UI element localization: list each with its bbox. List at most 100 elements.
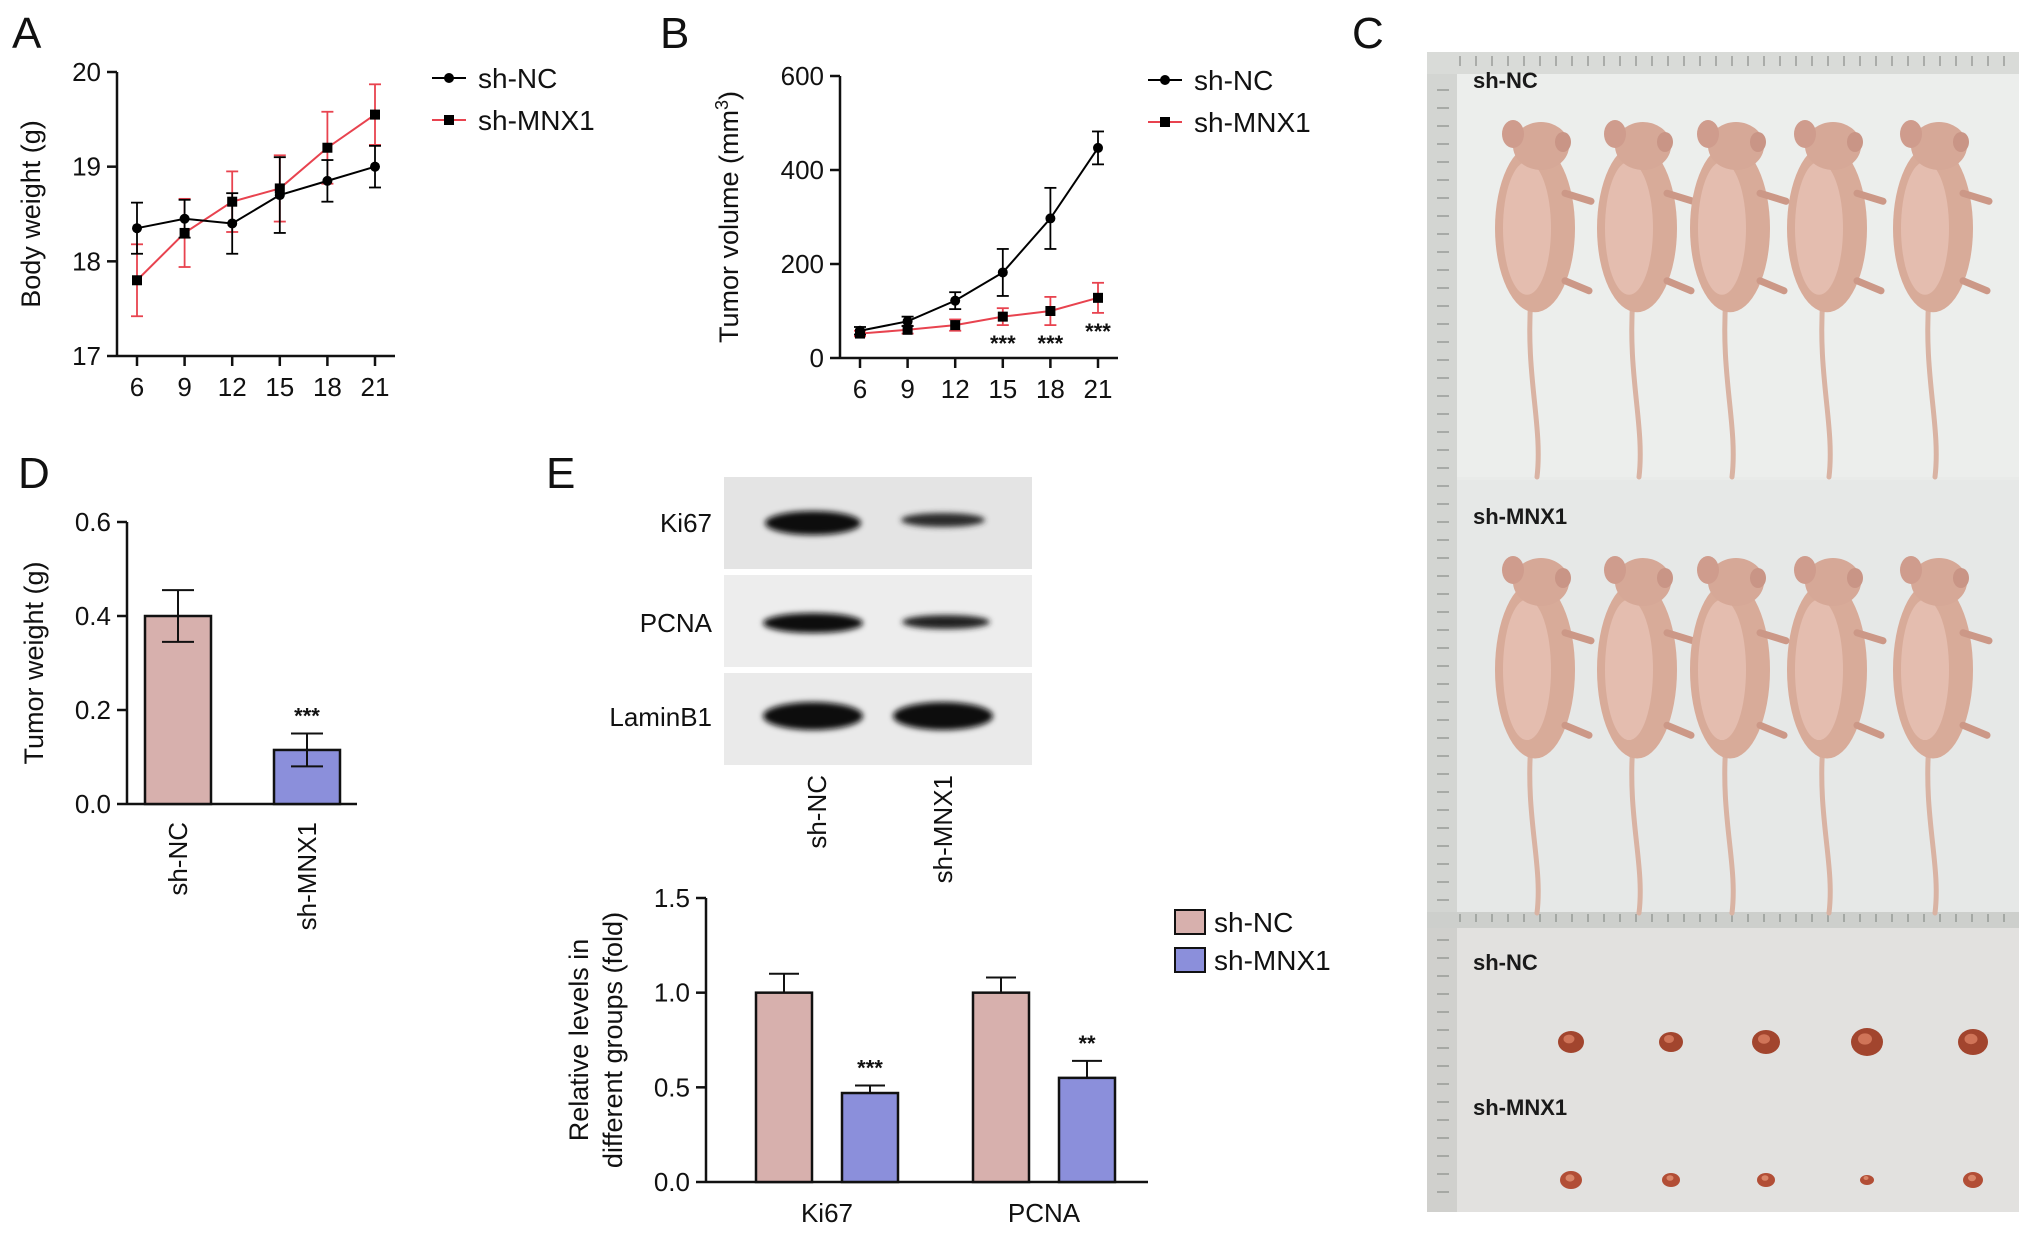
tumor-mnx1-highlight [1565, 1174, 1575, 1182]
mouse-ear [1794, 556, 1816, 584]
significance-marker: ** [1078, 1031, 1096, 1056]
y-axis-title: Tumor weight (g) [19, 561, 49, 764]
x-tick-label: 12 [218, 372, 247, 402]
mouse-tail [1722, 740, 1736, 916]
tumor-nc-highlight [1758, 1034, 1770, 1044]
mouse-body-highlight [1605, 599, 1653, 741]
x-tick-label: 6 [853, 374, 867, 404]
series-line-sh-MNX1 [136, 113, 376, 281]
mouse-head [1805, 558, 1861, 606]
mouse-head [1805, 122, 1861, 170]
blot-lane-label-nc: sh-NC [802, 775, 832, 849]
mouse-body-highlight [1605, 161, 1653, 295]
mouse-mnx1-5 [1893, 556, 1993, 916]
ruler-left [1427, 74, 1457, 912]
mice-group [1495, 120, 1993, 916]
legend-marker [1160, 75, 1170, 85]
data-point [950, 320, 961, 331]
mice-photo: sh-NC sh-MNX1 sh-NC sh-MNX1 [1427, 52, 2019, 1212]
ruler-left-bottom [1427, 928, 1457, 1212]
mouse-tail [1819, 740, 1833, 916]
mouse-body-highlight [1698, 161, 1746, 295]
tumor-nc-highlight [1664, 1035, 1674, 1043]
mouse-mnx1-1 [1495, 556, 1595, 916]
band-ki67-nc [765, 511, 861, 535]
mouse-ear [1555, 568, 1571, 588]
tumors-group [1558, 1028, 1988, 1189]
x-tick-label: 21 [1084, 374, 1113, 404]
tumor-nc-highlight [1563, 1034, 1575, 1044]
mouse-body-highlight [1503, 161, 1551, 295]
mouse-legs [1853, 629, 1887, 739]
bar-sh-NC [143, 614, 213, 806]
y-tick-label: 600 [781, 61, 824, 91]
x-tick-label: 21 [361, 372, 390, 402]
mouse-body-highlight [1795, 599, 1843, 741]
mouse-nc-1 [1495, 120, 1595, 480]
data-point [997, 311, 1008, 322]
band-laminb1-nc [763, 702, 863, 730]
mouse-legs [1959, 629, 1993, 739]
y-tick-label: 1.0 [654, 978, 690, 1008]
blot-label-laminb1: LaminB1 [609, 702, 712, 732]
photo-bottom-board [1427, 928, 2019, 1212]
mouse-head [1513, 122, 1569, 170]
mouse-ear [1657, 132, 1673, 152]
mouse-legs [1561, 189, 1595, 295]
tumor-mnx1-4 [1860, 1175, 1874, 1185]
mouse-head [1911, 558, 1967, 606]
mouse-ear [1750, 132, 1766, 152]
data-point [179, 213, 190, 224]
ruler-ticks [1437, 56, 2005, 1193]
mouse-ear [1502, 120, 1524, 148]
x-tick-label: Ki67 [801, 1198, 853, 1228]
x-tick-label: 9 [900, 374, 914, 404]
mouse-ear [1847, 568, 1863, 588]
mouse-ear [1604, 120, 1626, 148]
x-tick-label: sh-MNX1 [292, 822, 322, 930]
data-point [322, 142, 333, 153]
mouse-ear [1794, 120, 1816, 148]
mouse-legs [1756, 189, 1790, 295]
mouse-head [1708, 122, 1764, 170]
mouse-body-highlight [1795, 161, 1843, 295]
mouse-mnx1-4 [1787, 556, 1887, 916]
series-line-sh-NC [136, 165, 376, 230]
x-tick-label: 15 [265, 372, 294, 402]
y-tick-label: 0.6 [75, 507, 111, 537]
legend-marker [444, 73, 454, 83]
legend-label: sh-MNX1 [1194, 107, 1311, 138]
y-tick-label: 200 [781, 249, 824, 279]
mouse-tail [1819, 294, 1833, 480]
panel-letter-a: A [12, 9, 42, 58]
mouse-mnx1-3 [1690, 556, 1790, 916]
data-point [227, 218, 238, 229]
data-point [1045, 213, 1056, 224]
legend-label: sh-MNX1 [478, 105, 595, 136]
mouse-ear [1657, 568, 1673, 588]
bar-PCNA-sh-MNX1 [1057, 1076, 1117, 1184]
series-line-sh-MNX1 [859, 296, 1099, 335]
mouse-tail [1925, 294, 1939, 480]
y-tick-label: 0 [810, 343, 824, 373]
legend-label: sh-NC [1214, 907, 1293, 938]
panel-letter-c: C [1352, 9, 1384, 58]
mouse-tail [1527, 294, 1541, 480]
tumor-mnx1-highlight [1761, 1175, 1769, 1181]
x-tick-label: sh-NC [163, 822, 193, 896]
tumor-mnx1-highlight [1666, 1175, 1674, 1181]
legend-label: sh-NC [1194, 65, 1273, 96]
ruler-top [1427, 52, 2019, 74]
significance-marker: *** [1085, 319, 1111, 344]
significance-marker: *** [1038, 331, 1064, 356]
data-point [1093, 142, 1103, 153]
mouse-head [1615, 122, 1671, 170]
y-axis-title: different groups (fold) [598, 912, 628, 1168]
y-tick-label: 17 [72, 341, 101, 371]
y-tick-label: 0.5 [654, 1072, 690, 1102]
tumor-nc-highlight [1964, 1033, 1978, 1045]
mouse-tail [1722, 294, 1736, 480]
x-tick-label: 18 [313, 372, 342, 402]
mouse-body-highlight [1698, 599, 1746, 741]
y-tick-label: 0.0 [654, 1167, 690, 1197]
